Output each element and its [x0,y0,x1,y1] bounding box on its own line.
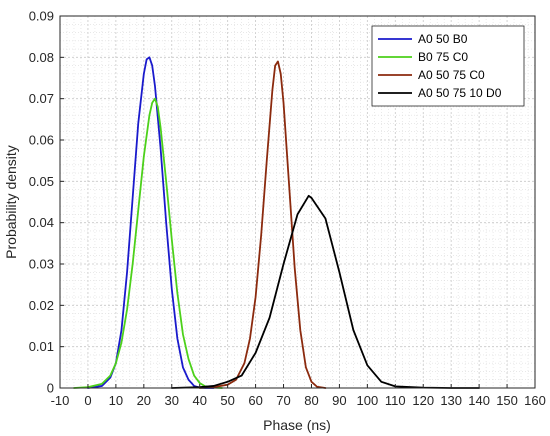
x-tick-label: 50 [220,393,234,408]
y-tick-label: 0.03 [29,257,54,272]
x-tick-label: 20 [137,393,151,408]
series-group [73,56,481,389]
x-tick-label: 100 [357,393,379,408]
y-tick-label: 0.05 [29,174,54,189]
x-tick-label: 150 [496,393,518,408]
y-axis-label: Probability density [3,145,19,259]
x-axis-label: Phase (ns) [263,417,331,433]
x-tick-label: 40 [192,393,206,408]
legend-entry: A0 50 75 C0 [418,68,485,82]
x-tick-label: 30 [165,393,179,408]
x-tick-label: 120 [412,393,434,408]
plot-frame [59,15,536,389]
y-tick-label: 0.07 [29,91,54,106]
x-tick-label: 70 [276,393,290,408]
y-tick-label: 0.02 [29,298,54,313]
y-tick-label: 0.01 [29,339,54,354]
x-tick-label: 160 [524,393,546,408]
series-line-1 [87,56,215,389]
x-tick-label: 10 [109,393,123,408]
y-tick-label: 0.09 [29,9,54,24]
x-tick-label: 80 [304,393,318,408]
x-tick-label: 110 [385,393,406,408]
x-tick-label: 140 [468,393,490,408]
series-line-3 [198,60,327,389]
legend-entry: A0 50 B0 [418,32,468,46]
y-tick-labels: 0 0.01 0.02 0.03 0.04 0.05 0.06 0.07 0.08 0.09 [29,9,64,396]
y-tick-label: 0 [47,381,54,396]
legend-entry: B0 75 C0 [418,50,468,64]
x-tick-label: -10 [51,393,70,408]
y-tick-label: 0.04 [29,215,54,230]
x-tick-label: 130 [440,393,462,408]
legend-entry: A0 50 75 10 D0 [418,86,502,100]
series-line-2 [73,97,223,389]
y-tick-label: 0.08 [29,50,54,65]
x-tick-label: 90 [332,393,346,408]
legend: A0 50 B0 B0 75 C0 A0 50 75 C0 A0 50 75 10 D… [371,25,525,107]
x-tick-labels: -10 0 10 20 30 40 50 60 70 80 90 100 110 120 130 140 150… [51,384,546,408]
series-line-4 [170,194,481,389]
x-tick-label: 60 [248,393,262,408]
y-tick-label: 0.06 [29,133,54,148]
x-tick-label: 0 [84,393,91,408]
